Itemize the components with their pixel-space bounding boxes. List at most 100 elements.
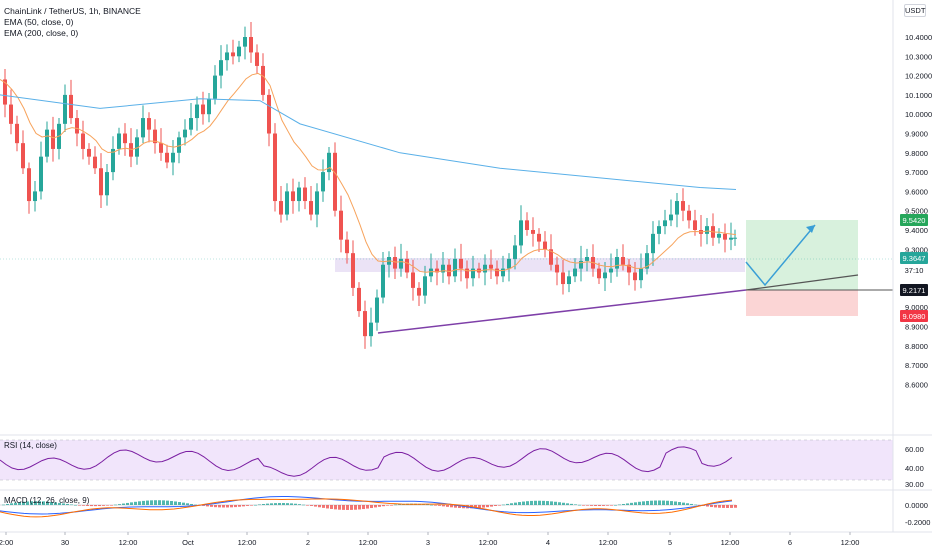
macd-histogram-bar: [150, 500, 153, 505]
candle-body: [603, 272, 607, 279]
macd-histogram-bar: [154, 500, 157, 505]
candle-body: [501, 268, 505, 277]
macd-histogram-bar: [590, 505, 593, 506]
ema200-legend[interactable]: EMA (200, close, 0): [4, 28, 79, 38]
candle-body: [733, 237, 737, 239]
candle-body: [111, 148, 115, 173]
rsi-band: [0, 440, 893, 480]
candle-body: [363, 311, 367, 337]
macd-histogram-bar: [122, 503, 125, 505]
candle-body: [525, 220, 529, 230]
macd-histogram-bar: [62, 503, 65, 505]
macd-histogram-bar: [622, 503, 625, 505]
rsi-label[interactable]: RSI (14, close): [4, 441, 57, 450]
candle-body: [39, 156, 43, 192]
candle-body: [717, 233, 721, 238]
currency-badge[interactable]: USDT: [904, 4, 926, 17]
ema50-legend[interactable]: EMA (50, close, 0): [4, 17, 74, 27]
countdown-badge: 37:10: [905, 266, 924, 275]
macd-histogram-bar: [526, 501, 529, 505]
candle-body: [33, 191, 37, 202]
candle-body: [267, 94, 271, 134]
candle-body: [189, 118, 193, 130]
macd-histogram-bar: [502, 504, 505, 506]
candle-body: [519, 220, 523, 246]
support-trendline: [377, 289, 747, 334]
current-price-badge: 9.3647: [903, 254, 926, 263]
macd-histogram-bar: [614, 504, 617, 506]
candle-body: [417, 287, 421, 296]
symbol-title[interactable]: ChainLink / TetherUS, 1h, BINANCE: [4, 6, 141, 16]
macd-histogram-bar: [230, 505, 233, 508]
candle-body: [411, 272, 415, 288]
macd-histogram-bar: [86, 505, 89, 506]
time-tick-label: 4: [546, 538, 550, 547]
macd-label[interactable]: MACD (12, 26, close, 9): [4, 496, 90, 505]
macd-histogram-bar: [578, 504, 581, 506]
macd-tick-label: 0.0000: [905, 501, 928, 510]
macd-histogram-bar: [586, 505, 589, 506]
macd-histogram-bar: [722, 505, 725, 508]
macd-histogram-bar: [494, 505, 497, 506]
macd-histogram-bar: [694, 504, 697, 506]
signal-line: [0, 498, 733, 518]
target-arrow-line: [745, 274, 859, 291]
macd-histogram-bar: [594, 505, 597, 506]
macd-histogram-bar: [682, 502, 685, 505]
macd-histogram-bar: [226, 505, 229, 508]
macd-histogram-bar: [34, 501, 37, 505]
macd-histogram-bar: [162, 500, 165, 505]
macd-histogram-bar: [426, 504, 429, 506]
price-tick-label: 10.1000: [905, 91, 932, 100]
macd-histogram-bar: [210, 505, 213, 507]
price-tick-label: 10.3000: [905, 52, 932, 61]
candle-body: [255, 52, 259, 66]
macd-histogram-bar: [46, 501, 49, 505]
macd-histogram-bar: [82, 505, 85, 506]
candle-body: [135, 137, 139, 157]
macd-histogram-bar: [146, 500, 149, 505]
ema50-line: [0, 72, 737, 273]
macd-histogram-bar: [666, 500, 669, 505]
time-tick-label: Oct: [182, 538, 195, 547]
macd-histogram-bar: [242, 505, 245, 507]
macd-histogram-bar: [94, 505, 97, 507]
macd-histogram-bar: [174, 501, 177, 505]
candle-body: [51, 129, 55, 149]
candle-body: [639, 268, 643, 281]
candle-body: [447, 264, 451, 277]
candle-body: [543, 241, 547, 250]
macd-histogram-bar: [294, 503, 297, 505]
macd-histogram-bar: [546, 501, 549, 505]
macd-histogram-bar: [14, 502, 17, 505]
entry-price-badge: 9.2171: [903, 286, 926, 295]
macd-histogram-bar: [686, 503, 689, 505]
price-tick-label: 8.7000: [905, 361, 928, 370]
rsi-pane: [0, 439, 893, 481]
price-badges: 9.5420 9.3647 37:10 9.2171 9.0980: [900, 214, 928, 322]
projection-path: [745, 224, 816, 287]
macd-histogram-bar: [442, 505, 445, 507]
price-axis[interactable]: 10.4000 10.3000 10.2000 10.1000 10.0000 9.900…: [892, 0, 932, 532]
macd-histogram-bar: [78, 505, 81, 506]
candle-body: [609, 268, 613, 273]
macd-histogram-bar: [482, 505, 485, 508]
macd-histogram-bar: [650, 500, 653, 505]
candle-body: [213, 75, 217, 99]
price-tick-label: 10.4000: [905, 33, 932, 42]
candle-body: [219, 60, 223, 76]
macd-histogram-bar: [634, 502, 637, 505]
macd-histogram-bar: [290, 503, 293, 505]
candle-body: [207, 98, 211, 115]
candle-body: [99, 168, 103, 196]
time-axis[interactable]: 2:00 30 12:00 Oct 12:00 2 12:00 3 12:00 4 12:00 5 12…: [0, 531, 932, 547]
macd-histogram-bar: [706, 505, 709, 507]
target-price-badge-bg: [900, 214, 928, 226]
macd-histogram-bar: [638, 501, 641, 505]
time-tick-label: 12:00: [359, 538, 378, 547]
candle-body: [621, 257, 625, 265]
macd-pane: [0, 496, 737, 518]
macd-histogram-bar: [362, 505, 365, 510]
rsi-tick-label: 30.00: [905, 480, 924, 489]
